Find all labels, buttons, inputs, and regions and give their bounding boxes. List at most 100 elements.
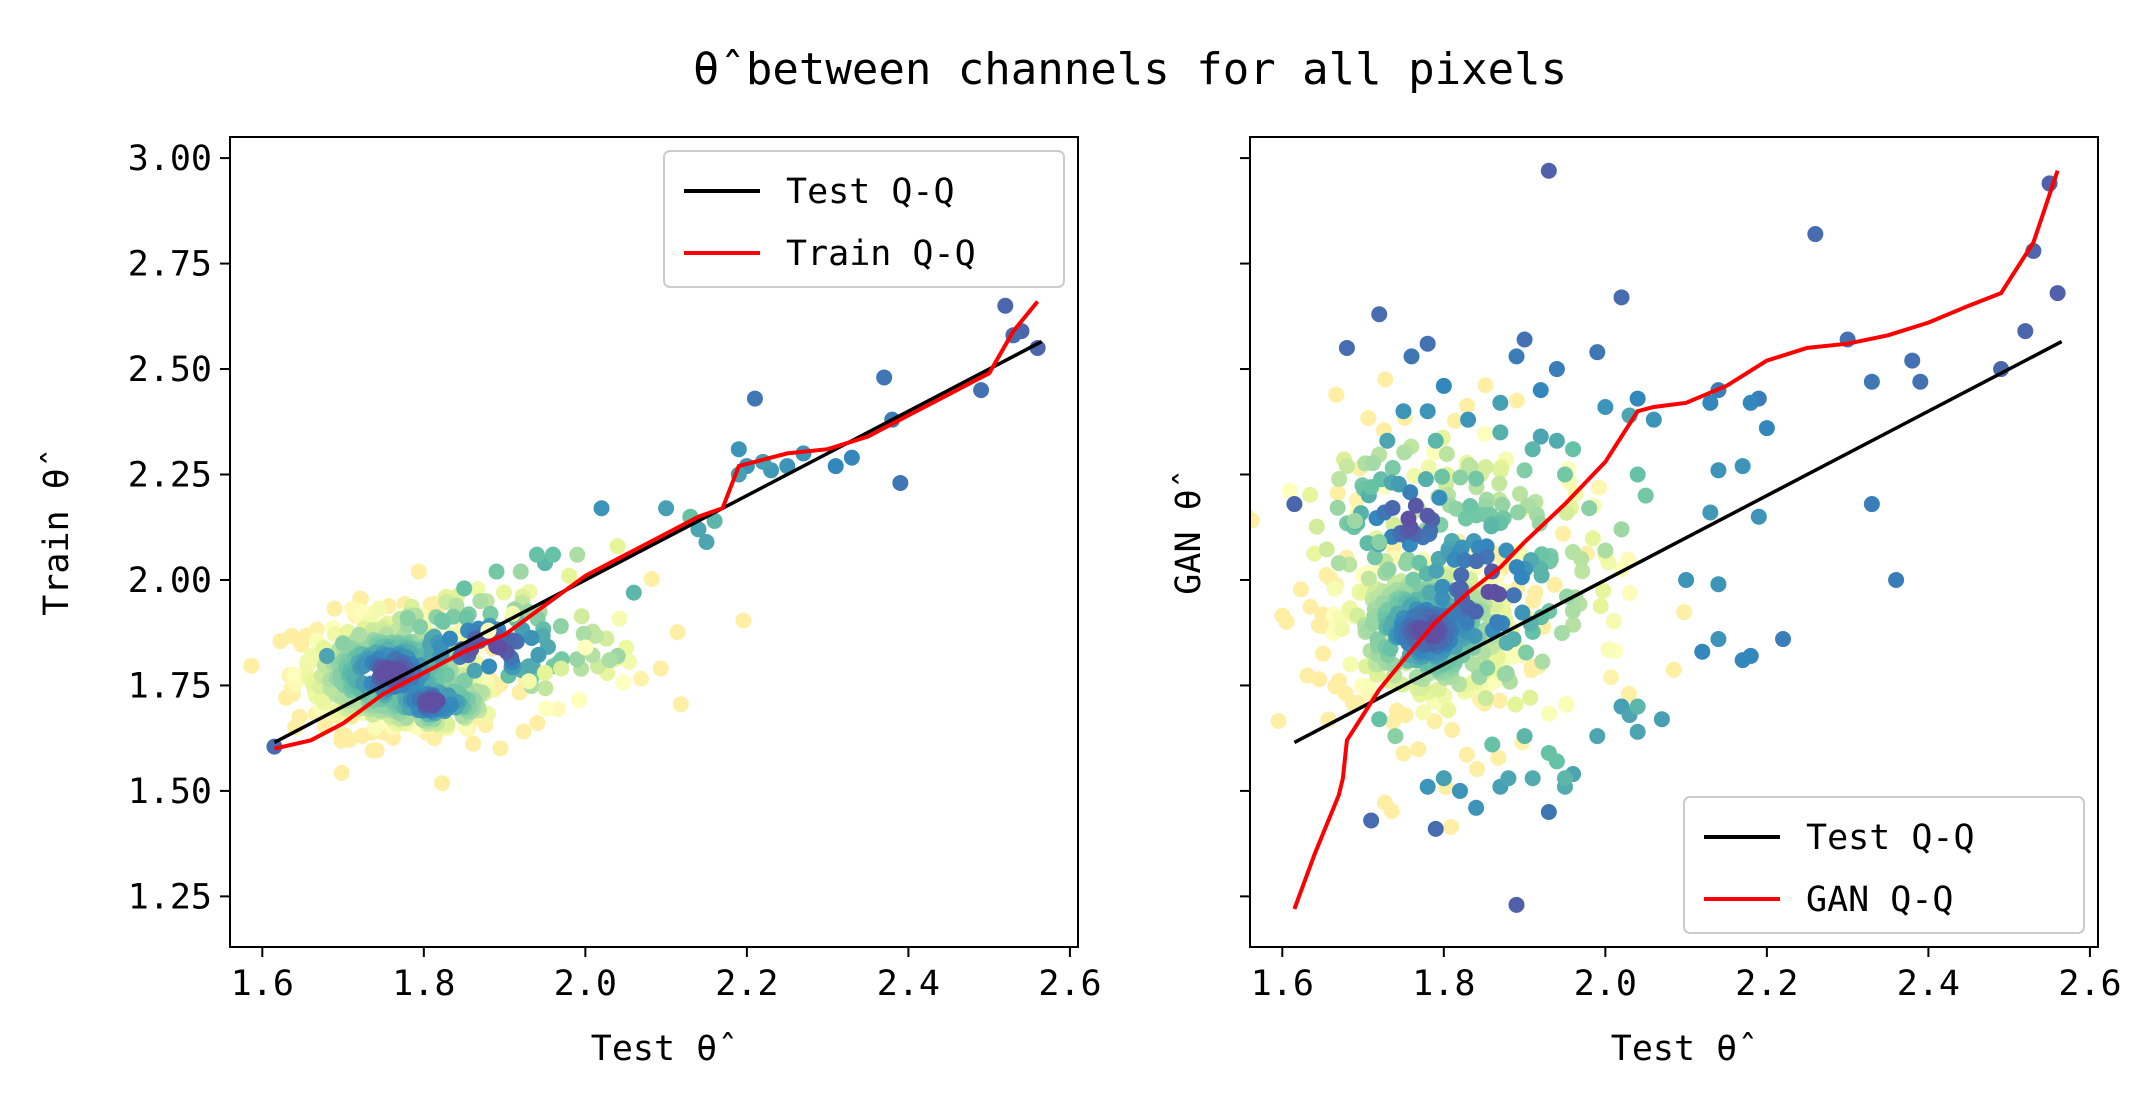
density-point [1477,377,1494,394]
density-point [333,764,350,781]
density-point [1541,705,1558,722]
scatter-point [1419,403,1436,420]
density-point [652,660,669,677]
scatter-point [351,626,368,643]
density-point [1444,721,1461,738]
scatter-point [1363,812,1380,829]
density-point [435,613,452,630]
x-tick-label: 2.6 [1038,964,1101,1004]
density-point [1308,518,1325,535]
density-point [370,600,387,617]
density-point [1546,576,1563,593]
scatter-point [1597,542,1614,559]
scatter-point [1653,711,1670,728]
density-point [1621,685,1638,702]
density-point [441,630,458,647]
density-point [1469,761,1486,778]
scatter-point [1629,466,1646,483]
density-point [1462,458,1479,475]
density-point [1421,584,1438,601]
y-axis-label: Train θ̂ [37,452,77,616]
scatter-point [892,474,909,491]
density-point [1329,499,1346,516]
legend-box [663,150,1065,288]
density-point [1331,471,1348,488]
legend-entry: Train Q-Q [786,234,976,274]
reference-qq-line [1293,340,2063,744]
density-point [469,581,486,598]
scatter-point [997,297,1014,314]
scatter-point [266,738,283,755]
scatter-point [561,567,578,584]
density-point [1360,570,1377,587]
scatter-point [1613,289,1630,306]
density-point [1328,386,1345,403]
density-point [1410,741,1427,758]
density-point [1458,746,1475,763]
density-point [1558,695,1575,712]
density-point [410,563,427,580]
density-point [458,609,475,626]
scatter-point [1556,770,1573,787]
scatter-point [1419,778,1436,795]
density-point [537,680,554,697]
scatter-point [1807,226,1824,243]
density-point [672,696,689,713]
density-point [1329,485,1346,502]
density-point [1302,598,1319,615]
density-point [1462,498,1479,515]
scatter-point [1540,162,1557,179]
density-point [1434,590,1451,607]
density-point [1505,631,1522,648]
scatter-point [2017,323,2034,340]
density-point [425,692,442,709]
scatter-point [1548,432,1565,449]
scatter-point [658,500,675,517]
scatter-point [1427,432,1444,449]
density-point [1366,549,1383,566]
density-point [1377,371,1394,388]
density-point [1281,482,1298,499]
y-tick-label: 2.50 [128,350,212,390]
scatter-point [1694,643,1711,660]
scatter-point [1702,394,1719,411]
scatter-point [1863,373,1880,390]
scatter-point [512,563,529,580]
density-point [1522,689,1539,706]
density-point [1505,587,1522,604]
density-point [1426,713,1443,730]
scatter-point [1403,348,1420,365]
scatter-point [1775,631,1792,648]
density-point [1574,563,1591,580]
scatter-point [472,593,489,610]
density-point [488,638,505,655]
density-point [1380,561,1397,578]
scatter-point [1637,487,1654,504]
qq-line [273,300,1040,751]
scatter-point [625,584,642,601]
density-point [1384,499,1401,516]
scatter-point [1710,631,1727,648]
density-point [523,630,540,647]
scatter-point [698,534,715,550]
x-tick-label: 1.6 [1251,964,1314,1004]
scatter-point [690,521,707,538]
scatter-point [1888,571,1905,588]
density-point [1315,645,1332,662]
x-tick-label: 2.6 [2058,964,2121,1004]
scatter-point [601,652,618,669]
density-point [1590,479,1607,496]
density-point [1440,702,1457,719]
scatter-point [1912,373,1929,390]
density-point [669,624,686,641]
scatter-point [973,382,990,399]
density-point [1523,662,1540,679]
scatter-point [593,500,610,517]
density-point [1302,486,1319,503]
density-point [1491,692,1508,709]
scatter-point [1468,470,1485,487]
density-point [1396,444,1413,461]
scatter-point [2049,285,2066,302]
density-point [1527,584,1544,601]
scatter-point [843,449,860,466]
